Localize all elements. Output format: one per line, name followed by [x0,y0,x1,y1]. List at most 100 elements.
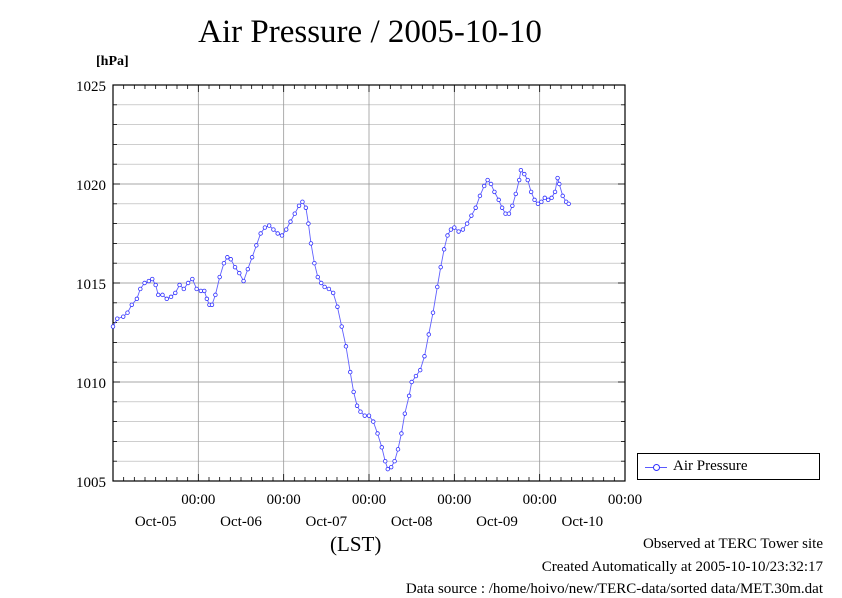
data-point [335,304,340,309]
data-point [354,403,360,408]
data-point [452,225,457,230]
data-point [343,344,349,349]
data-point [134,296,140,302]
chart-title: Air Pressure / 2005-10-10 [198,14,542,50]
data-point [142,280,147,286]
series-line-air-pressure [112,169,569,470]
y-axis-unit-label: [hPa] [96,54,129,69]
data-point [319,280,324,286]
data-point [296,203,302,208]
data-point [528,189,534,195]
data-point [445,233,450,238]
data-point [383,459,388,464]
data-point [173,290,178,296]
data-point [228,257,233,262]
data-point [413,373,419,379]
x-tick-date-label: Oct-06 [220,514,262,530]
data-point [542,195,547,201]
data-point [492,189,497,195]
data-point [552,189,558,195]
data-point [209,302,215,307]
data-point [153,282,158,288]
data-point [322,284,327,290]
grid-lines [113,85,625,481]
data-point [482,183,487,189]
x-axis-label: (LST) [330,532,382,556]
data-point [225,255,230,260]
data-point [460,227,466,232]
data-point [464,221,470,226]
data-point [546,197,551,203]
data-point [115,316,120,321]
data-point [435,284,440,290]
data-point [513,191,518,197]
x-tick-time-label: 00:00 [352,492,386,508]
data-point [194,286,199,292]
data-point [181,286,187,292]
data-point [306,221,311,226]
x-tick-labels: 00:00Oct-0500:00Oct-0600:00Oct-0700:00Oc… [135,492,642,530]
data-point [456,229,461,234]
data-point [379,445,384,450]
x-tick-date-label: Oct-05 [135,514,177,530]
data-point [330,290,336,296]
data-point [469,213,474,218]
x-tick-date-label: Oct-07 [306,514,348,530]
data-point [358,409,363,414]
footer-source: Data source : /home/hoivo/new/TERC-data/… [405,581,823,597]
data-point [496,197,501,203]
data-point [560,193,565,199]
data-point [221,261,227,266]
data-point [499,205,505,210]
data-point [164,296,169,302]
data-point [150,276,155,282]
y-tick-label: 1025 [76,79,106,95]
data-point [518,167,524,173]
x-tick-time-label: 00:00 [608,492,642,508]
legend: Air Pressure [637,453,820,480]
data-point [506,211,512,216]
data-point [422,354,427,359]
data-point [279,233,285,238]
data-point [418,367,423,373]
data-point [441,247,447,252]
footer-created: Created Automatically at 2005-10-10/23:3… [541,559,823,575]
data-point [245,266,251,272]
data-point [549,195,554,201]
data-point [371,419,376,424]
data-point [275,231,280,236]
data-point [217,274,222,280]
data-point [303,205,309,210]
minor-ticks [112,84,626,482]
data-point [160,292,165,298]
data-point [402,411,408,416]
data-point [348,369,353,375]
data-point [510,203,515,208]
data-point [146,278,152,284]
data-point [409,379,414,385]
x-tick-time-label: 00:00 [181,492,215,508]
legend-entry-label: Air Pressure [673,458,748,474]
data-point [522,171,527,177]
data-point [477,193,483,199]
data-point [351,389,356,395]
data-point [566,201,571,206]
data-point [430,310,436,315]
y-tick-label: 1015 [76,277,106,293]
data-point [292,211,297,216]
data-point [266,223,272,228]
data-point [555,175,560,181]
series-points-air-pressure [110,167,571,472]
data-point [406,393,412,399]
data-point [532,197,537,203]
x-tick-time-label: 00:00 [523,492,557,508]
data-point [488,181,494,187]
data-point [448,227,454,232]
legend-marker-icon [645,462,667,472]
data-point [168,294,174,300]
data-point [525,177,530,183]
data-point [362,413,367,418]
data-point [426,332,431,337]
x-tick-date-label: Oct-09 [476,514,518,530]
